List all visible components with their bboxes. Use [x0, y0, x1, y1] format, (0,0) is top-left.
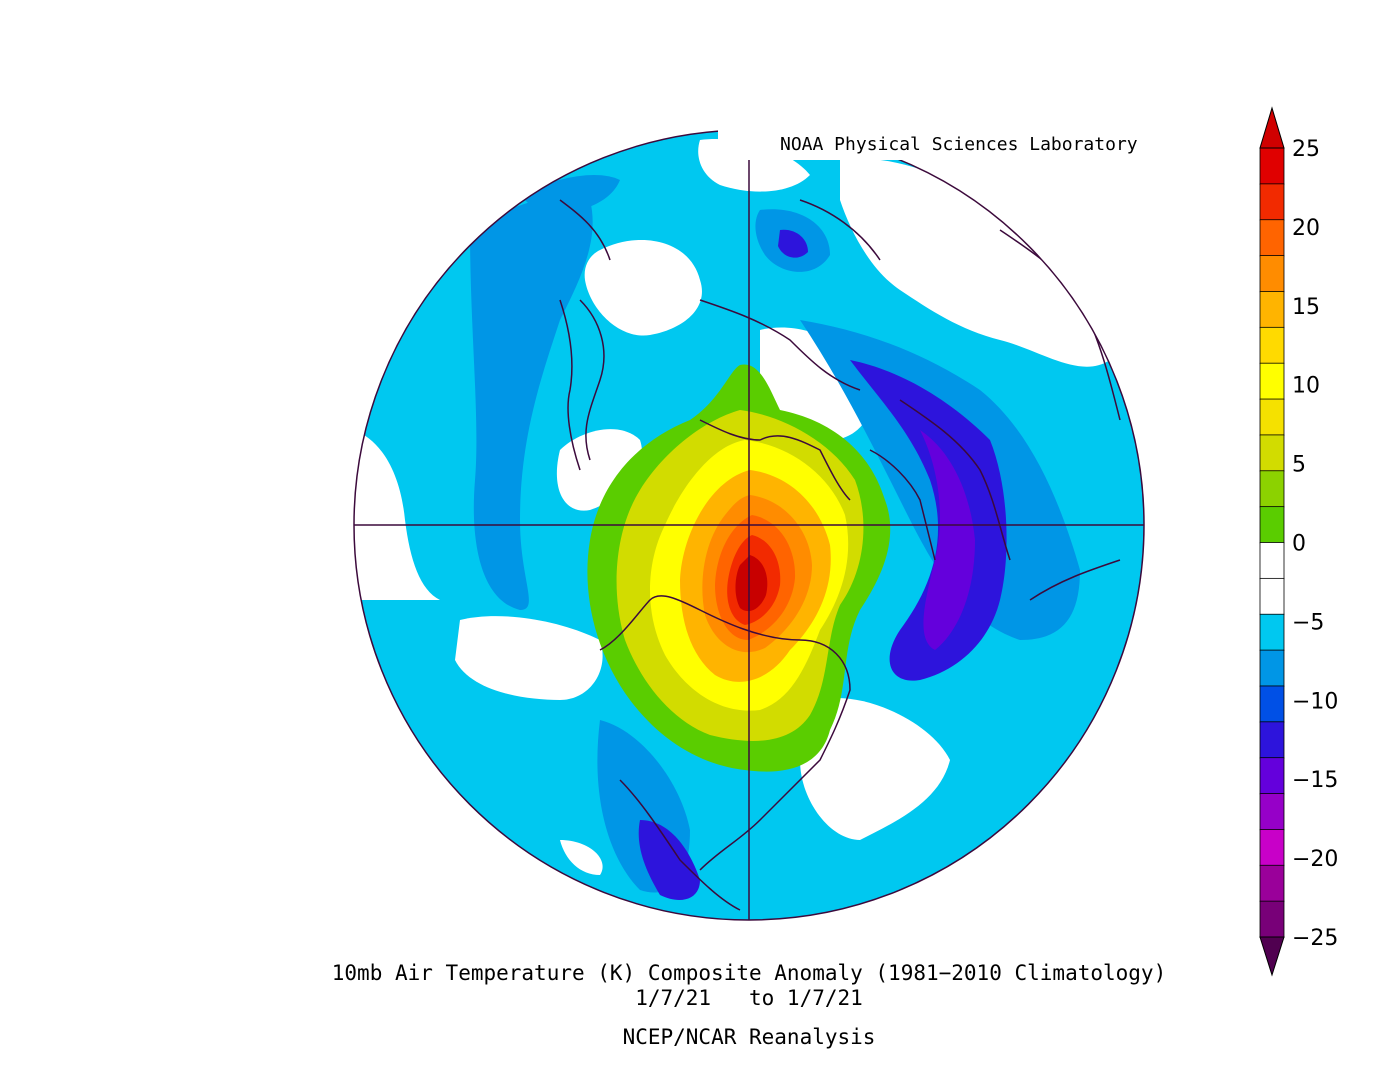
colorbar-tick-label: 5 [1292, 453, 1306, 478]
colorbar-swatch [1259, 757, 1285, 795]
colorbar-swatch [1259, 721, 1285, 759]
warm-band-max [735, 555, 768, 612]
colorbar-swatch [1259, 793, 1285, 831]
graticule [354, 130, 1144, 920]
colorbar-swatch [1259, 613, 1285, 651]
colorbar-swatch [1259, 326, 1285, 365]
colorbar-tick-label: −5 [1292, 610, 1324, 635]
colorbar-swatch [1259, 864, 1285, 903]
colorbar-swatch [1259, 183, 1285, 221]
credit-text: NOAA Physical Sciences Laboratory [780, 134, 1138, 155]
colorbar-swatch [1259, 685, 1285, 723]
colorbar-min-arrow [1259, 936, 1285, 977]
colorbar-swatch [1259, 398, 1285, 436]
colorbar-tick-label: −25 [1292, 926, 1338, 951]
colorbar-swatch [1259, 147, 1285, 185]
colorbar-swatch [1259, 506, 1285, 544]
colorbar-tick-label: 20 [1292, 216, 1320, 241]
colorbar-swatch [1259, 362, 1285, 400]
coastlines [559, 199, 1121, 911]
warm-anomaly-core [587, 364, 891, 772]
colorbar-tick-label: −15 [1292, 768, 1338, 793]
polar-map [354, 130, 1144, 920]
colorbar-swatch [1259, 255, 1285, 293]
colorbar-swatch [1259, 542, 1285, 580]
colorbar-max-arrow [1259, 106, 1285, 149]
cold-anomaly-minus15 [638, 229, 1007, 900]
colorbar-swatch [1259, 649, 1285, 687]
colorbar: 25 20 15 10 5 0 −5 −10 −15 −20 −25 [1259, 106, 1338, 977]
colorbar-swatch [1259, 577, 1285, 616]
colorbar-swatch [1259, 900, 1285, 938]
colorbar-tick-label: 0 [1292, 532, 1306, 557]
colorbar-swatch [1259, 219, 1285, 257]
colorbar-tick-label: 15 [1292, 295, 1320, 320]
cold-anomaly-minus20 [920, 430, 975, 650]
colorbar-tick-label: 25 [1292, 137, 1320, 162]
colorbar-swatch [1259, 291, 1285, 329]
credit-box [718, 128, 1150, 160]
date-range: 1/7/21 to 1/7/21 [635, 986, 863, 1010]
colorbar-tick-label: 10 [1292, 374, 1320, 399]
colorbar-tick-label: −20 [1292, 847, 1338, 872]
figure-title: 10mb Air Temperature (K) Composite Anoma… [332, 961, 1166, 985]
colorbar-tick-label: −10 [1292, 689, 1338, 714]
colorbar-swatch [1259, 434, 1285, 472]
colorbar-swatch [1259, 470, 1285, 508]
colorbar-swatch [1259, 829, 1285, 867]
data-source: NCEP/NCAR Reanalysis [623, 1025, 876, 1049]
